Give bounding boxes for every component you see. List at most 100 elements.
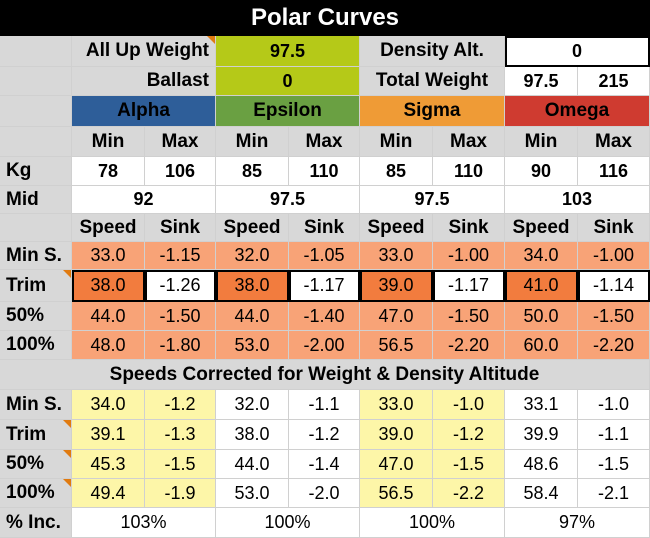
corrected-speed-cell: 33.1	[505, 390, 578, 420]
polar-speed-cell[interactable]: 47.0	[360, 302, 433, 331]
polar-sink-cell[interactable]: -1.40	[289, 302, 360, 331]
corrected-sink-cell: -1.0	[578, 390, 650, 420]
polar-speed-cell[interactable]: 60.0	[505, 331, 578, 360]
polar-sink-cell[interactable]: -2.00	[289, 331, 360, 360]
speed-header: Speed	[72, 214, 145, 242]
polar-row-label: 100%	[0, 331, 72, 360]
corrected-sink-cell: -1.3	[145, 420, 216, 450]
density-value[interactable]: 0	[505, 36, 650, 67]
polar-sink-cell[interactable]: -1.50	[433, 302, 505, 331]
corrected-sink-cell: -1.5	[578, 450, 650, 479]
corrected-speed-cell: 48.6	[505, 450, 578, 479]
blank-cell	[0, 67, 72, 96]
corrected-speed-cell: 34.0	[72, 390, 145, 420]
polar-speed-cell[interactable]: 38.0	[72, 270, 145, 302]
polar-speed-cell[interactable]: 33.0	[72, 242, 145, 270]
corrected-sink-cell: -1.5	[145, 450, 216, 479]
corrected-speed-cell: 39.0	[360, 420, 433, 450]
corrected-sink-cell: -1.1	[289, 390, 360, 420]
corrected-speed-cell: 39.1	[72, 420, 145, 450]
polar-row-label: 50%	[0, 302, 72, 331]
corrected-speed-cell: 49.4	[72, 479, 145, 508]
glider-header-omega: Omega	[505, 96, 650, 127]
polar-speed-cell[interactable]: 34.0	[505, 242, 578, 270]
min-header: Min	[360, 127, 433, 157]
polar-sink-cell[interactable]: -1.15	[145, 242, 216, 270]
kg-max-value: 110	[433, 157, 505, 186]
corrected-row-label: Trim	[0, 420, 72, 450]
polar-sink-cell[interactable]: -1.05	[289, 242, 360, 270]
blank-cell	[0, 127, 72, 157]
corrected-speed-cell: 32.0	[216, 390, 289, 420]
total-weight-lb: 215	[578, 67, 650, 96]
increase-label: % Inc.	[0, 508, 72, 538]
polar-speed-cell[interactable]: 41.0	[505, 270, 578, 302]
max-header: Max	[433, 127, 505, 157]
blank-cell	[0, 214, 72, 242]
corrected-speed-cell: 58.4	[505, 479, 578, 508]
polar-speed-cell[interactable]: 33.0	[360, 242, 433, 270]
sheet-title: Polar Curves	[0, 0, 650, 36]
polar-sink-cell[interactable]: -1.26	[145, 270, 216, 302]
polar-sink-cell[interactable]: -1.17	[289, 270, 360, 302]
mid-label: Mid	[0, 186, 72, 214]
corrected-row-label: 100%	[0, 479, 72, 508]
auw-value[interactable]: 97.5	[216, 36, 360, 67]
polar-sink-cell[interactable]: -1.00	[433, 242, 505, 270]
corrected-sink-cell: -1.2	[145, 390, 216, 420]
corrected-speed-cell: 38.0	[216, 420, 289, 450]
corrected-sink-cell: -2.2	[433, 479, 505, 508]
kg-max-value: 106	[145, 157, 216, 186]
corrected-row-label: 50%	[0, 450, 72, 479]
speed-header: Speed	[216, 214, 289, 242]
polar-sink-cell[interactable]: -1.80	[145, 331, 216, 360]
polar-sink-cell[interactable]: -2.20	[578, 331, 650, 360]
mid-value: 97.5	[216, 186, 360, 214]
max-header: Max	[145, 127, 216, 157]
polar-speed-cell[interactable]: 39.0	[360, 270, 433, 302]
increase-value: 100%	[216, 508, 360, 538]
increase-value: 100%	[360, 508, 505, 538]
corrected-sink-cell: -1.2	[433, 420, 505, 450]
min-header: Min	[72, 127, 145, 157]
kg-label: Kg	[0, 157, 72, 186]
sink-header: Sink	[145, 214, 216, 242]
corrected-sink-cell: -1.5	[433, 450, 505, 479]
corrected-sink-cell: -1.0	[433, 390, 505, 420]
polar-sink-cell[interactable]: -2.20	[433, 331, 505, 360]
polar-row-label: Trim	[0, 270, 72, 302]
speed-header: Speed	[360, 214, 433, 242]
min-header: Min	[505, 127, 578, 157]
polar-sink-cell[interactable]: -1.50	[145, 302, 216, 331]
ballast-value[interactable]: 0	[216, 67, 360, 96]
kg-min-value: 85	[360, 157, 433, 186]
polar-sink-cell[interactable]: -1.17	[433, 270, 505, 302]
glider-header-epsilon: Epsilon	[216, 96, 360, 127]
increase-value: 103%	[72, 508, 216, 538]
polar-speed-cell[interactable]: 44.0	[72, 302, 145, 331]
sink-header: Sink	[578, 214, 650, 242]
max-header: Max	[578, 127, 650, 157]
polar-speed-cell[interactable]: 44.0	[216, 302, 289, 331]
total-weight-label: Total Weight	[360, 67, 505, 96]
polar-speed-cell[interactable]: 32.0	[216, 242, 289, 270]
polar-speed-cell[interactable]: 38.0	[216, 270, 289, 302]
corrected-speed-cell: 33.0	[360, 390, 433, 420]
corrected-speed-cell: 39.9	[505, 420, 578, 450]
corrected-sink-cell: -2.1	[578, 479, 650, 508]
blank-cell	[0, 36, 72, 67]
polar-speed-cell[interactable]: 53.0	[216, 331, 289, 360]
min-header: Min	[216, 127, 289, 157]
polar-sink-cell[interactable]: -1.14	[578, 270, 650, 302]
corrected-sink-cell: -1.9	[145, 479, 216, 508]
polar-sink-cell[interactable]: -1.50	[578, 302, 650, 331]
density-label: Density Alt.	[360, 36, 505, 67]
polar-speed-cell[interactable]: 56.5	[360, 331, 433, 360]
polar-sink-cell[interactable]: -1.00	[578, 242, 650, 270]
polar-row-label: Min S.	[0, 242, 72, 270]
polar-speed-cell[interactable]: 48.0	[72, 331, 145, 360]
glider-header-alpha: Alpha	[72, 96, 216, 127]
corrected-speed-cell: 47.0	[360, 450, 433, 479]
polar-speed-cell[interactable]: 50.0	[505, 302, 578, 331]
